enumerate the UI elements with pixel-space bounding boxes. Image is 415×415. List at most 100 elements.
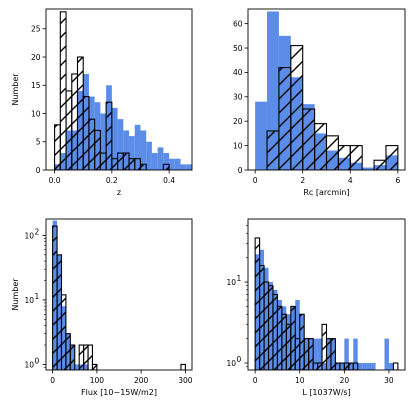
y-tick-label: 20 bbox=[233, 117, 243, 126]
hatched-bar bbox=[349, 145, 363, 170]
x-tick-label: 10 bbox=[295, 376, 305, 385]
y-tick-label: 10 bbox=[226, 278, 236, 287]
filled-bar bbox=[388, 363, 394, 370]
x-tick-label: 4 bbox=[348, 176, 353, 185]
x-axis-label: Rc [arcmin] bbox=[303, 188, 349, 197]
hatched-bar bbox=[139, 163, 147, 170]
hatched-bar bbox=[290, 305, 296, 370]
hatched-bar bbox=[122, 152, 130, 170]
hatched-bar bbox=[303, 338, 310, 370]
y-tick-label: 5 bbox=[36, 138, 41, 147]
hatched-bar bbox=[65, 333, 71, 370]
filled-bar bbox=[371, 363, 376, 370]
hatched-bar bbox=[385, 145, 399, 170]
filled-bar bbox=[157, 147, 164, 170]
hatched-bar bbox=[352, 362, 359, 370]
hatched-bar bbox=[162, 163, 170, 170]
y-axis-label: Number bbox=[11, 278, 20, 311]
y-tick-exponent: 1 bbox=[35, 292, 40, 301]
filled-bar bbox=[317, 338, 323, 370]
hatched-bar bbox=[302, 108, 316, 170]
y-tick-exponent: 1 bbox=[237, 274, 242, 283]
plot-area bbox=[52, 220, 186, 370]
filled-bar bbox=[344, 338, 349, 370]
hatched-bar bbox=[348, 362, 354, 370]
hatched-bar bbox=[290, 45, 304, 170]
plot-area bbox=[254, 237, 399, 370]
hatched-bar bbox=[59, 11, 67, 170]
filled-bar bbox=[313, 338, 318, 370]
x-tick-label: 6 bbox=[395, 176, 400, 185]
hatched-bar bbox=[392, 362, 399, 370]
hatched-bar bbox=[60, 294, 67, 370]
filled-bar bbox=[117, 119, 124, 170]
hatched-bar bbox=[263, 281, 270, 370]
hatched-bar bbox=[281, 313, 287, 370]
hatched-bar bbox=[117, 152, 124, 170]
filled-bar bbox=[174, 158, 181, 170]
plot-area bbox=[54, 11, 192, 170]
axes-frame bbox=[247, 8, 406, 171]
filled-bar bbox=[129, 136, 135, 170]
hatched-bar bbox=[337, 145, 351, 170]
hatched-bar bbox=[105, 101, 113, 170]
axes-frame bbox=[45, 8, 193, 171]
filled-bar bbox=[74, 364, 80, 370]
x-axis-label: Flux [10−15W/m2] bbox=[81, 388, 157, 397]
x-tick-label: 0 bbox=[50, 376, 55, 385]
hatched-bar bbox=[88, 118, 96, 170]
y-tick-label: 60 bbox=[233, 19, 243, 28]
y-tick-label: 10 bbox=[24, 360, 34, 369]
hatched-bar bbox=[259, 264, 265, 370]
hatched-bar bbox=[321, 323, 328, 370]
x-tick-label: 30 bbox=[384, 376, 394, 385]
hatched-bar bbox=[83, 344, 89, 370]
y-tick-label: 20 bbox=[31, 53, 41, 62]
hatched-bar bbox=[99, 152, 107, 170]
filled-bar bbox=[123, 130, 130, 170]
x-axis-label: z bbox=[117, 188, 121, 197]
hatched-bar bbox=[71, 73, 79, 170]
hatched-bar bbox=[317, 362, 323, 370]
hatched-bar bbox=[339, 362, 345, 370]
hatched-bar bbox=[54, 124, 61, 170]
panel-redshift-histogram: 0.0 0.2 0.4 0 5 10 15 20 25 z Number bbox=[11, 8, 193, 197]
hatched-bar bbox=[308, 338, 314, 370]
hatched-bar bbox=[312, 362, 319, 370]
hatched-bar bbox=[65, 90, 73, 170]
x-axis-label: L [1037W/s] bbox=[302, 388, 350, 397]
hatched-bar bbox=[134, 158, 142, 170]
hatched-bar bbox=[52, 225, 58, 370]
hatched-bar bbox=[128, 158, 136, 170]
y-tick-label: 10 bbox=[24, 231, 34, 240]
filled-bar bbox=[151, 153, 158, 170]
filled-bar bbox=[362, 363, 367, 370]
filled-bar bbox=[111, 107, 118, 170]
hatched-bar bbox=[314, 123, 328, 170]
hatched-bar bbox=[325, 135, 339, 170]
x-tick-label: 20 bbox=[340, 376, 350, 385]
plot-area bbox=[255, 11, 399, 170]
hatched-bar bbox=[272, 294, 278, 370]
filled-bar bbox=[180, 164, 187, 170]
y-tick-label: 0 bbox=[238, 166, 243, 175]
filled-bar bbox=[357, 363, 363, 370]
hatched-bar bbox=[276, 305, 283, 370]
y-axis-label: Number bbox=[11, 73, 20, 106]
x-tick-label: 0.4 bbox=[163, 176, 175, 185]
hatched-bar bbox=[278, 66, 292, 170]
hatched-bar bbox=[78, 344, 85, 370]
y-tick-label: 50 bbox=[233, 44, 243, 53]
y-tick-label: 10 bbox=[24, 296, 34, 305]
y-tick-exponent: 0 bbox=[237, 355, 242, 364]
filled-bar bbox=[366, 363, 372, 370]
filled-bar bbox=[140, 130, 147, 170]
y-tick-label: 10 bbox=[233, 141, 243, 150]
hatched-bar bbox=[69, 344, 76, 370]
filled-bar bbox=[146, 141, 152, 170]
y-tick-label: 10 bbox=[31, 109, 41, 118]
filled-bar bbox=[384, 338, 389, 370]
